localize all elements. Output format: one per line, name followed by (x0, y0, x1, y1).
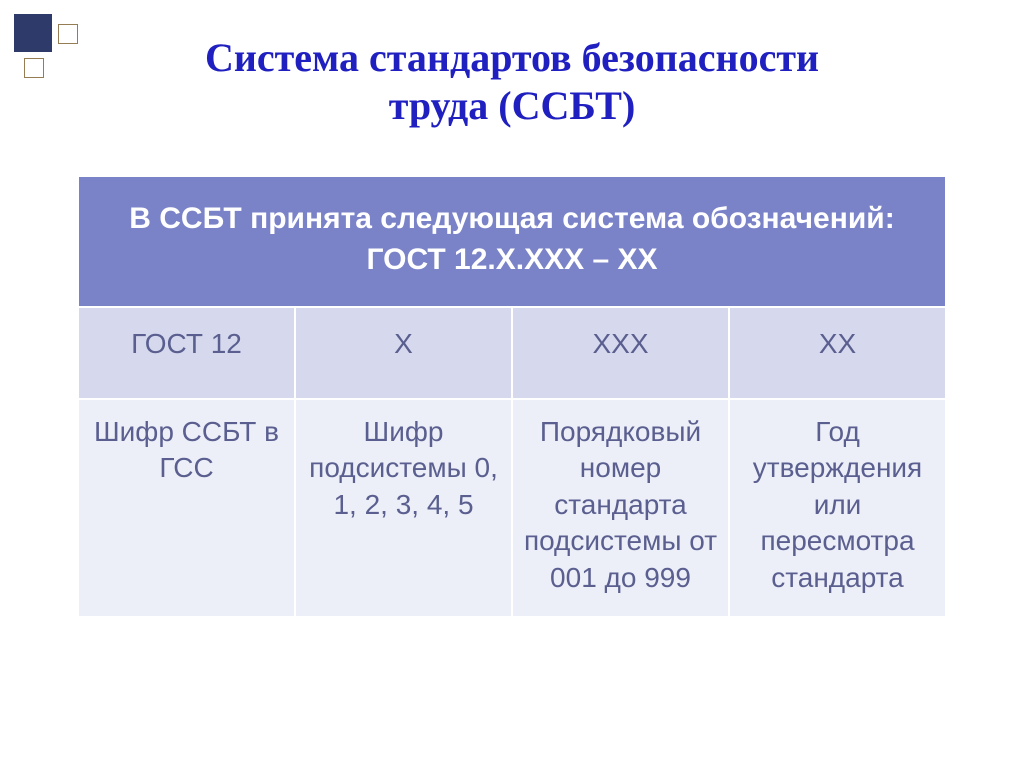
title-line-1: Система стандартов безопасности (205, 35, 819, 80)
square-small-right (58, 24, 78, 44)
designation-table: В ССБТ принята следующая система обознач… (77, 175, 947, 618)
slide-title: Система стандартов безопасности труда (С… (0, 0, 1024, 130)
column-description: Шифр ССБТ в ГСС (78, 399, 295, 617)
header-line-2: ГОСТ 12.Х.ХХХ – ХХ (367, 243, 658, 276)
header-line-1: В ССБТ принята следующая система обознач… (129, 202, 894, 235)
column-label: ХХ (729, 307, 946, 399)
table-container: В ССБТ принята следующая система обознач… (77, 175, 947, 618)
corner-decoration (14, 14, 84, 84)
title-line-2: труда (ССБТ) (389, 83, 636, 128)
table-header-cell: В ССБТ принята следующая система обознач… (78, 176, 946, 307)
column-label: ХХХ (512, 307, 729, 399)
column-description: Год утверждения или пересмотра стандарта (729, 399, 946, 617)
column-description: Порядковый номер стандарта подсистемы от… (512, 399, 729, 617)
square-big (14, 14, 52, 52)
column-label: Х (295, 307, 512, 399)
square-small-bottom (24, 58, 44, 78)
column-label: ГОСТ 12 (78, 307, 295, 399)
column-description: Шифр подсистемы 0, 1, 2, 3, 4, 5 (295, 399, 512, 617)
